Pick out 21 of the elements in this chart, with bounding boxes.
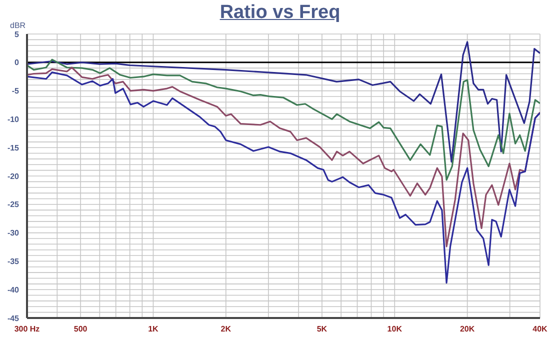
- x-tick-label: 500: [74, 324, 88, 334]
- y-tick-label: -35: [7, 257, 20, 266]
- y-tick-label: 5: [14, 30, 20, 39]
- x-tick-label: 2K: [220, 324, 232, 334]
- y-tick-label: -45: [7, 314, 20, 323]
- y-tick-label: -15: [7, 143, 20, 152]
- x-tick-label: 10K: [387, 324, 402, 334]
- y-tick-label: 0: [14, 58, 20, 68]
- y-tick-label: -40: [7, 285, 20, 294]
- chart-title: Ratio vs Freq: [220, 2, 340, 23]
- y-tick-label: -10: [7, 115, 20, 124]
- x-tick-label: 300 Hz: [14, 324, 40, 334]
- y-axis-title: dBR: [10, 21, 26, 30]
- y-tick-label: -20: [7, 172, 20, 181]
- x-tick-label: 1K: [148, 324, 159, 334]
- y-tick-label: -25: [7, 200, 20, 210]
- x-tick-label: 5K: [316, 324, 328, 334]
- y-tick-label: -5: [12, 86, 20, 96]
- y-tick-label: -30: [7, 228, 20, 238]
- x-tick-label: 20K: [460, 324, 475, 334]
- x-tick-label: 40K: [532, 324, 548, 334]
